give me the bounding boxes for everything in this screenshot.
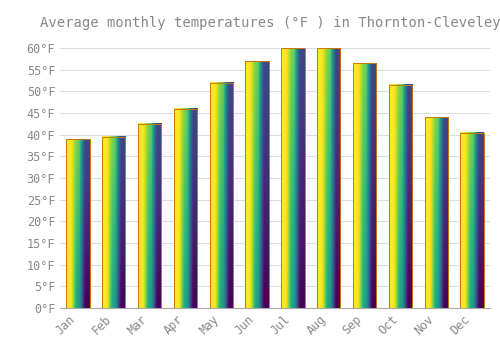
Bar xyxy=(389,85,412,308)
Bar xyxy=(246,61,268,308)
Bar xyxy=(353,63,376,308)
Bar xyxy=(317,48,340,308)
Bar xyxy=(102,137,126,308)
Bar xyxy=(460,133,483,308)
Bar xyxy=(138,124,161,308)
Bar xyxy=(66,139,90,308)
Bar xyxy=(210,83,233,308)
Bar xyxy=(282,48,304,308)
Bar xyxy=(174,108,197,308)
Bar xyxy=(424,117,448,308)
Title: Average monthly temperatures (°F ) in Thornton-Cleveleys: Average monthly temperatures (°F ) in Th… xyxy=(40,16,500,30)
